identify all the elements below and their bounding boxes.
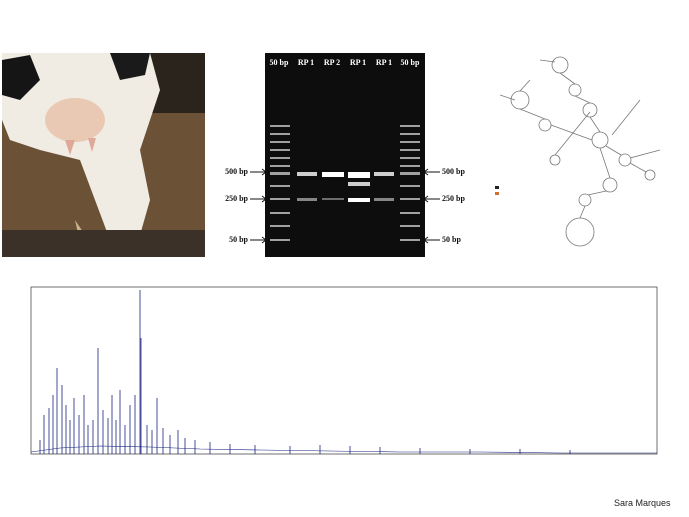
- marker-label: 500 bp: [225, 167, 248, 176]
- gel-markers: [250, 168, 440, 244]
- marker-label: 250 bp: [442, 194, 465, 203]
- lane-label: RP 1: [298, 58, 314, 67]
- mass-spectrum: [30, 286, 658, 455]
- marker-label: 250 bp: [225, 194, 248, 203]
- lane-label: RP 1: [376, 58, 392, 67]
- lane-label: RP 2: [324, 58, 340, 67]
- rna-structure: [499, 56, 661, 247]
- author: Sara Marques: [614, 498, 671, 508]
- marker-label: 500 bp: [442, 167, 465, 176]
- gel-image: 50 bp RP 1 RP 2 RP 1 RP 1 50 bp: [265, 53, 425, 257]
- lane-label: 50 bp: [401, 58, 420, 67]
- lane-label: RP 1: [350, 58, 366, 67]
- cow-photo: [2, 53, 205, 257]
- marker-label: 50 bp: [229, 235, 248, 244]
- rna-legend: [495, 186, 499, 195]
- lane-label: 50 bp: [270, 58, 289, 67]
- marker-label: 50 bp: [442, 235, 461, 244]
